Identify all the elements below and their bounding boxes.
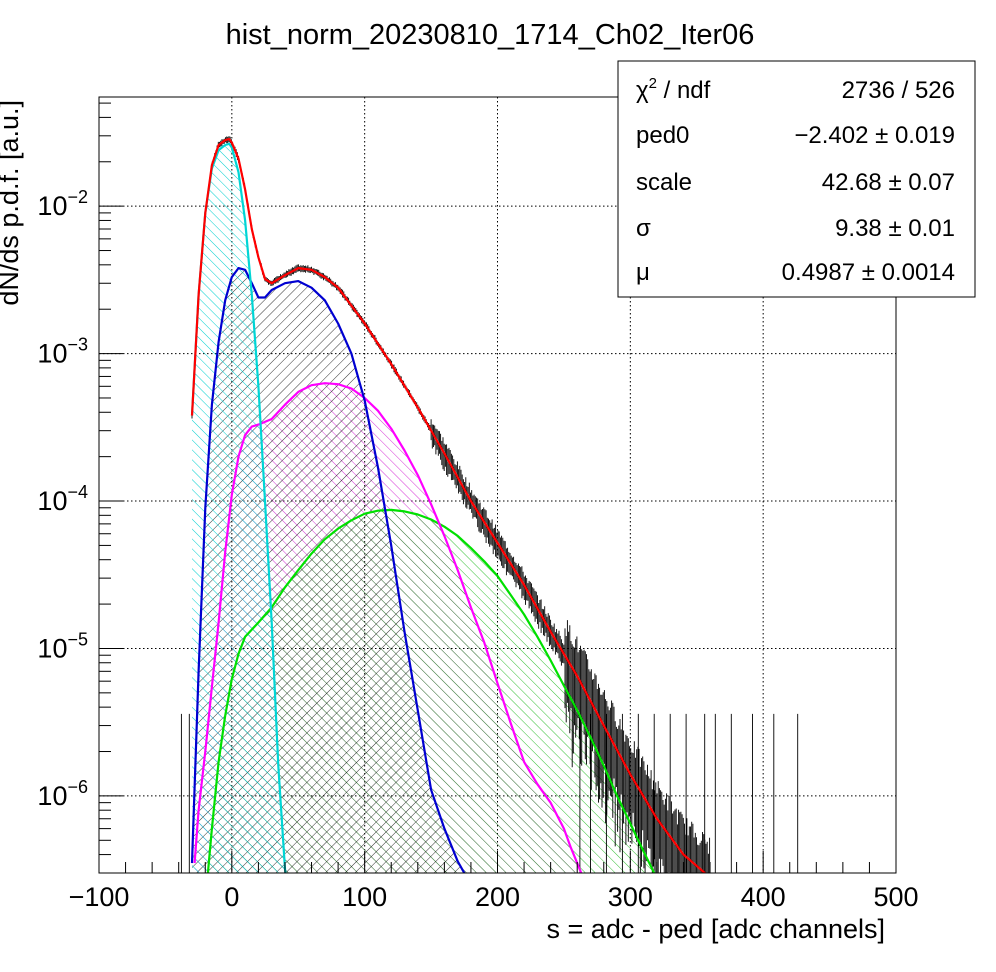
axis-ticks (98, 102, 897, 874)
x-tick-label: 0 (224, 882, 239, 912)
x-tick-labels: −100 0 100 200 300 400 500 (69, 882, 919, 912)
stats-row-value: 42.68 ± 0.07 (822, 169, 955, 196)
fit-curves (190, 138, 707, 873)
fit-curve-line (206, 508, 656, 873)
stats-rows: χ2 / ndf 2736 / 526 ped0 −2.402 ± 0.019 scal… (636, 75, 955, 286)
x-tick-label: 200 (475, 882, 520, 912)
stats-row-label: σ (636, 215, 651, 242)
stats-row-label: ped0 (636, 122, 689, 149)
stats-row-label: χ2 / ndf (636, 75, 711, 104)
component-fill-area (191, 143, 288, 873)
stats-box: χ2 / ndf 2736 / 526 ped0 −2.402 ± 0.019 scal… (617, 60, 976, 298)
chart-title: hist_norm_20230810_1714_Ch02_Iter06 (226, 19, 755, 51)
y-tick-label: 10−3 (37, 335, 88, 369)
y-tick-label: 10−6 (37, 777, 88, 811)
stats-row-value: 9.38 ± 0.01 (835, 215, 955, 242)
stats-row-label: μ (636, 259, 650, 286)
y-tick-label: 10−5 (37, 629, 88, 663)
x-axis-label: s = adc - ped [adc channels] (547, 914, 885, 944)
fit-curve-line (190, 267, 466, 873)
x-tick-label: 500 (873, 882, 918, 912)
x-tick-label: 300 (608, 882, 653, 912)
fit-curve-line (190, 138, 707, 873)
x-tick-label: 400 (741, 882, 786, 912)
y-axis-label: dN/ds p.d.f. [a.u.] (0, 100, 24, 306)
stats-box-frame (617, 60, 976, 298)
x-tick-label: 100 (342, 882, 387, 912)
x-tick-label: −100 (69, 882, 130, 912)
y-tick-label: 10−4 (37, 482, 88, 516)
y-tick-label: 10−2 (37, 187, 88, 221)
stats-row-value: 2736 / 526 (842, 77, 955, 104)
stats-row-value: −2.402 ± 0.019 (794, 122, 955, 149)
stats-row-value: 0.4987 ± 0.0014 (782, 259, 955, 286)
stats-row-label: scale (636, 169, 692, 196)
y-tick-labels: 10−6 10−5 10−4 10−3 10−2 (37, 187, 88, 811)
